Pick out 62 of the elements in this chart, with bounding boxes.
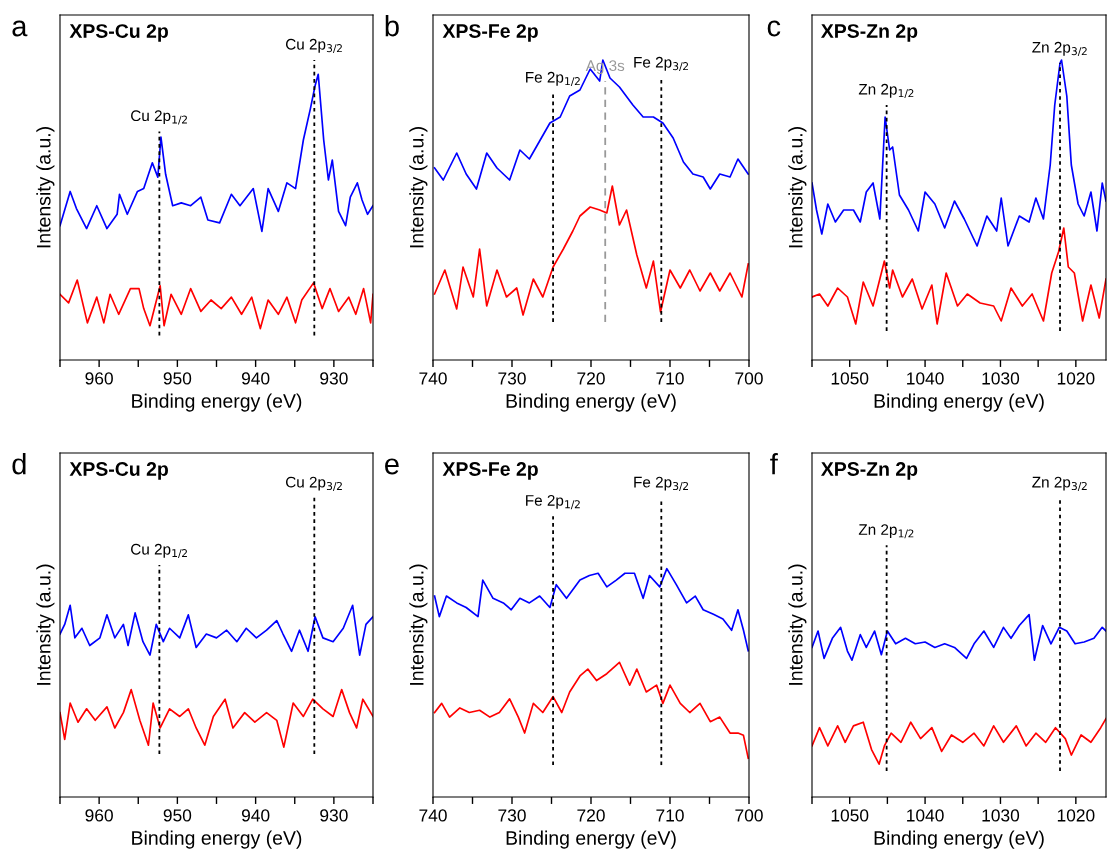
text: e bbox=[385, 458, 399, 475]
chart-title: XPS-Cu 2p bbox=[69, 24, 168, 42]
annotation: Fe 2p$_{1/2}$ bbox=[526, 494, 580, 510]
x-tick-label: 1020 bbox=[1057, 372, 1095, 385]
x-axis-title: Binding energy (eV) bbox=[506, 830, 676, 849]
annotation: Fe 2p$_{1/2}$ bbox=[526, 71, 580, 87]
y-axis-title: Intensity (a.u.) bbox=[788, 564, 807, 685]
x-tick-label: 740 bbox=[419, 809, 447, 822]
x-tick-label: 960 bbox=[85, 372, 113, 385]
annotation: Zn 2p$_{1/2}$ bbox=[858, 83, 914, 99]
annotation: Cu 2p$_{3/2}$ bbox=[285, 476, 342, 491]
x-tick-label: 710 bbox=[656, 372, 684, 385]
chart-title: XPS-Fe 2p bbox=[442, 24, 538, 42]
x-tick-label: 740 bbox=[419, 372, 447, 385]
y-axis-title: Intensity (a.u.) bbox=[409, 564, 428, 685]
x-tick-label: 710 bbox=[656, 809, 684, 822]
x-axis-title: Binding energy (eV) bbox=[132, 830, 302, 849]
chart-title: XPS-Zn 2p bbox=[820, 462, 918, 480]
y-axis-title: Intensity (a.u.) bbox=[36, 127, 55, 248]
x-axis-title: Binding energy (eV) bbox=[874, 393, 1044, 412]
x-tick-label: 720 bbox=[577, 372, 605, 385]
chart-title: XPS-Cu 2p bbox=[69, 462, 168, 480]
x-tick-label: 1050 bbox=[831, 809, 869, 822]
text: b bbox=[385, 15, 399, 37]
x-tick-label: 1040 bbox=[907, 809, 944, 822]
y-axis-title: Intensity (a.u.) bbox=[409, 127, 428, 248]
chart-title: XPS-Zn 2p bbox=[820, 24, 918, 42]
x-tick-label: 730 bbox=[498, 372, 526, 385]
x-axis-title: Binding energy (eV) bbox=[132, 393, 302, 412]
annotation: Cu 2p$_{1/2}$ bbox=[131, 543, 187, 558]
text: c bbox=[767, 20, 781, 37]
annotation: Zn 2p$_{3/2}$ bbox=[1032, 476, 1087, 491]
annotation: Zn 2p$_{1/2}$ bbox=[858, 524, 914, 539]
annotation: Cu 2p$_{1/2}$ bbox=[131, 110, 187, 125]
x-tick-label: 1020 bbox=[1057, 809, 1095, 822]
x-tick-label: 930 bbox=[320, 372, 348, 385]
x-tick-label: 1030 bbox=[982, 809, 1020, 822]
annotation: Cu 2p$_{3/2}$ bbox=[285, 38, 342, 54]
x-axis-title: Binding energy (eV) bbox=[506, 393, 676, 412]
x-tick-label: 700 bbox=[735, 372, 763, 385]
x-tick-label: 960 bbox=[85, 809, 113, 822]
text: a bbox=[12, 20, 28, 37]
x-tick-label: 930 bbox=[320, 809, 348, 822]
x-tick-label: 950 bbox=[163, 372, 192, 385]
annotation: Fe 2p$_{3/2}$ bbox=[634, 476, 689, 491]
x-tick-label: 1040 bbox=[907, 372, 944, 385]
annotation: Fe 2p$_{3/2}$ bbox=[634, 56, 689, 72]
x-axis-title: Binding energy (eV) bbox=[874, 830, 1044, 849]
y-axis-title: Intensity (a.u.) bbox=[788, 127, 807, 248]
x-tick-label: 1030 bbox=[982, 372, 1020, 385]
x-tick-label: 720 bbox=[577, 809, 605, 822]
annotation: Zn 2p$_{3/2}$ bbox=[1032, 41, 1087, 57]
x-tick-label: 950 bbox=[163, 809, 192, 822]
x-tick-label: 730 bbox=[498, 809, 526, 822]
x-tick-label: 1050 bbox=[831, 372, 869, 385]
x-tick-label: 700 bbox=[735, 809, 763, 822]
text: f bbox=[770, 453, 778, 475]
chart-title: XPS-Fe 2p bbox=[442, 462, 538, 480]
x-tick-label: 940 bbox=[241, 809, 270, 822]
x-tick-label: 940 bbox=[241, 372, 270, 385]
text: d bbox=[12, 453, 26, 475]
y-axis-title: Intensity (a.u.) bbox=[36, 564, 55, 685]
